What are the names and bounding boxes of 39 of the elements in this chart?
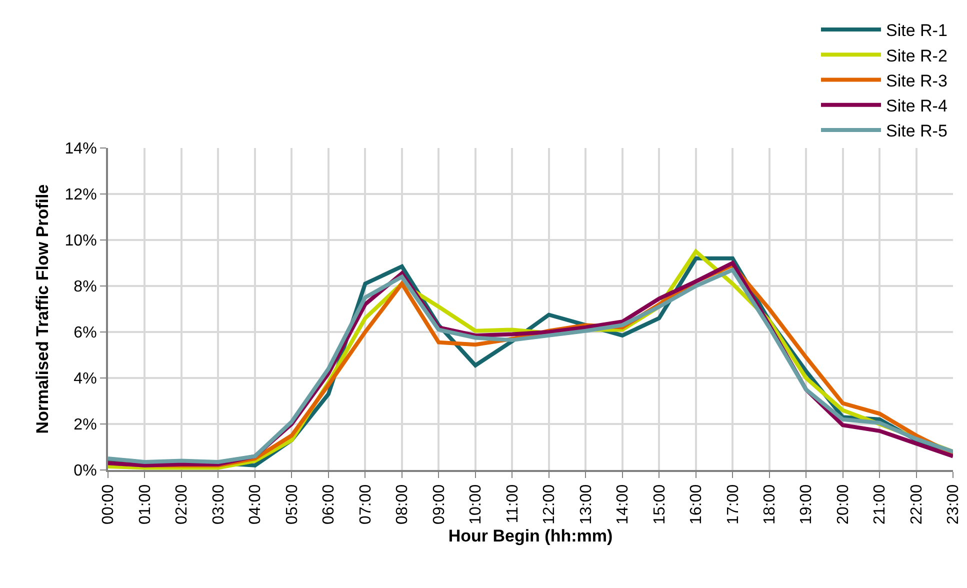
legend-label: Site R-2: [886, 46, 948, 66]
x-axis-title: Hour Begin (hh:mm): [448, 526, 613, 546]
x-tick-label: 08:00: [394, 484, 412, 524]
x-tick-label: 16:00: [688, 484, 706, 524]
x-tick-label: 04:00: [247, 484, 264, 524]
x-tick-label: 14:00: [614, 484, 632, 524]
x-tick-label: 06:00: [320, 484, 338, 524]
x-tick-label: 00:00: [100, 484, 118, 524]
x-tick-label: 02:00: [174, 484, 191, 524]
x-tick-label: 10:00: [468, 484, 485, 524]
x-tick-label: 22:00: [908, 484, 926, 524]
x-tick-label: 01:00: [136, 484, 154, 524]
x-tick-label: 03:00: [210, 484, 228, 524]
y-tick-label: 8%: [74, 278, 97, 296]
x-tick-label: 18:00: [762, 484, 778, 524]
x-tick-label: 20:00: [834, 484, 852, 524]
x-tick-label: 11:00: [504, 484, 522, 524]
x-tick-label: 05:00: [284, 484, 301, 524]
legend-label: Site R-4: [886, 96, 948, 116]
x-tick-label: 09:00: [430, 484, 448, 524]
y-tick-label: 12%: [64, 186, 97, 204]
x-tick-label: 12:00: [541, 484, 558, 524]
legend-label: Site R-5: [886, 122, 948, 141]
y-tick-label: 4%: [74, 370, 97, 388]
x-tick-label: 07:00: [357, 484, 374, 524]
y-tick-label: 10%: [64, 232, 97, 250]
x-tick-label: 17:00: [724, 484, 742, 524]
x-tick-label: 15:00: [651, 484, 668, 524]
y-tick-label: 0%: [74, 462, 97, 480]
y-tick-label: 6%: [74, 324, 97, 342]
legend-label: Site R-3: [886, 71, 948, 90]
y-tick-label: 14%: [64, 140, 97, 158]
y-tick-label: 2%: [74, 416, 97, 434]
legend-label: Site R-1: [886, 21, 948, 40]
x-tick-label: 19:00: [798, 484, 816, 524]
x-tick-label: 23:00: [945, 484, 962, 524]
x-tick-label: 21:00: [872, 484, 889, 524]
x-tick-label: 13:00: [578, 484, 595, 524]
y-axis-title: Normalised Traffic Flow Profile: [32, 184, 52, 434]
